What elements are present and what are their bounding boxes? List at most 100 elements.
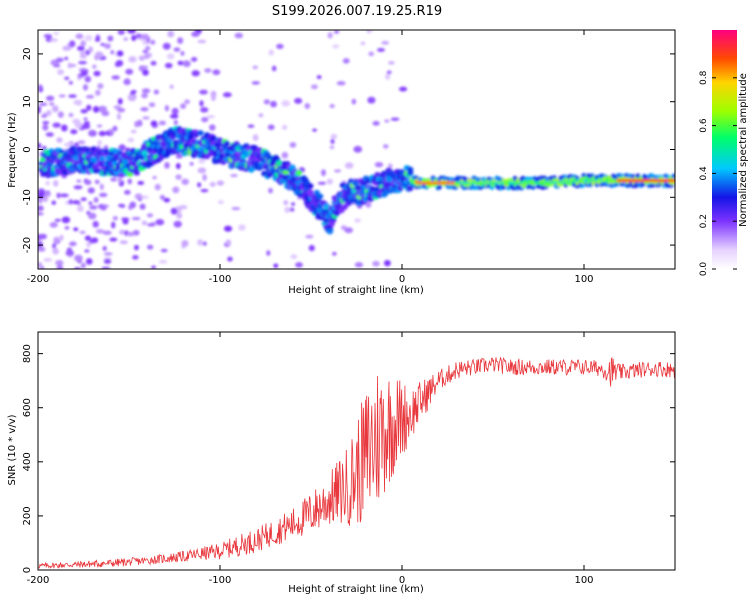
spectrogram-speckle [223, 225, 233, 232]
spectrogram-speckle [118, 203, 124, 208]
spectrogram-ytick-label: -10 [22, 189, 33, 205]
spectrogram-speckle [180, 51, 185, 56]
spectrogram-speckle [111, 75, 120, 80]
spectrogram-speckle [202, 174, 207, 181]
spectrogram-speckle [68, 80, 73, 85]
spectrogram-cell [72, 155, 80, 161]
spectrogram-speckle [184, 99, 191, 105]
spectrogram-speckle [321, 169, 326, 177]
spectrogram-speckle [38, 143, 42, 149]
spectrogram-speckle [38, 205, 44, 212]
spectrogram-speckle [150, 120, 158, 127]
spectrogram-speckle [100, 42, 106, 47]
spectrogram-speckle [52, 243, 57, 249]
spectrogram-speckle [38, 109, 41, 114]
spectrogram-speckle [316, 75, 322, 79]
spectrogram-speckle [38, 246, 46, 252]
spectrogram-speckle [142, 49, 149, 54]
spectrogram-speckle [88, 212, 97, 220]
spectrogram-speckle [85, 258, 93, 265]
spectrogram-speckle [145, 45, 151, 51]
spectrogram-cell [307, 183, 314, 189]
spectrogram-speckle [53, 179, 59, 187]
spectrogram-speckle [200, 189, 209, 193]
spectrogram-speckle [190, 57, 198, 62]
colorbar-gradient [712, 30, 737, 269]
spectrogram-speckle [181, 178, 190, 185]
spectrogram-speckle [69, 241, 77, 247]
spectrogram-speckle [56, 192, 61, 199]
spectrogram-speckle [354, 262, 364, 268]
spectrogram-speckle [85, 94, 95, 99]
spectrogram-speckle [368, 51, 375, 57]
snr-xtick-label: -100 [209, 575, 232, 586]
spectrogram-cell [635, 173, 641, 178]
spectrogram-speckle [150, 60, 157, 66]
spectrogram-speckle [189, 162, 194, 166]
spectrogram-speckle [117, 98, 123, 105]
spectrogram-speckle [142, 39, 147, 45]
spectrogram-speckle [79, 50, 87, 57]
snr-xtick-label: 100 [574, 575, 593, 586]
spectrogram-speckle [73, 227, 79, 232]
spectrogram-speckle [216, 180, 225, 186]
spectrogram-cell [58, 149, 65, 155]
spectrogram-speckle [251, 81, 261, 85]
spectrogram-speckle [330, 138, 335, 145]
spectrogram-speckle [127, 30, 137, 34]
spectrogram-speckle [128, 56, 137, 63]
spectrogram-speckle [367, 96, 376, 104]
spectrogram-speckle [138, 65, 145, 72]
spectrogram-speckle [176, 212, 183, 219]
spectrogram-speckle [38, 233, 43, 241]
spectrogram-speckle [212, 69, 221, 76]
spectrogram-speckle [84, 235, 92, 241]
spectrogram-speckle [290, 202, 296, 206]
spectrogram-speckle [197, 182, 202, 188]
spectrogram-speckle [94, 179, 100, 185]
spectrogram-speckle [92, 220, 99, 228]
spectrogram-speckle [38, 212, 44, 216]
spectrogram-ylabel: Frequency (Hz) [7, 112, 18, 188]
spectrogram-speckle [150, 39, 156, 45]
spectrogram-speckle [167, 30, 175, 38]
spectrogram-speckle [268, 187, 273, 194]
spectrogram-speckle [173, 47, 181, 52]
spectrogram-speckle [97, 140, 103, 145]
spectrogram-speckle [231, 207, 241, 211]
spectrogram-speckle [83, 117, 88, 121]
spectrogram-speckle [53, 31, 60, 35]
spectrogram-speckle [68, 199, 73, 205]
spectrogram-speckle [125, 68, 134, 75]
spectrogram-speckle [60, 124, 68, 132]
snr-ticks: -200 -100 0 100 0 200 400 600 800 [22, 332, 675, 586]
spectrogram-speckle [52, 247, 59, 255]
spectrogram-speckle [153, 89, 160, 95]
spectrogram-speckle [140, 107, 149, 112]
spectrogram-speckle [84, 179, 92, 186]
spectrogram-speckle [57, 111, 64, 118]
spectrogram-cell [437, 184, 443, 190]
spectrogram-speckle [97, 83, 104, 89]
spectrogram-speckle [141, 220, 148, 226]
spectrogram-cell [275, 160, 283, 166]
spectrogram-cell [406, 170, 414, 176]
spectrogram-speckle [64, 56, 69, 61]
snr-ylabel: SNR (10 * v/v) [7, 414, 18, 485]
spectrogram-xtick-label: -100 [209, 274, 232, 285]
spectrogram-speckle [169, 84, 174, 89]
spectrogram-speckle [49, 221, 58, 228]
spectrogram-speckle [72, 118, 81, 125]
spectrogram-speckle [96, 124, 103, 128]
spectrogram-speckle [53, 236, 60, 244]
spectrogram-cell [406, 185, 414, 192]
spectrogram-speckle [56, 264, 64, 269]
spectrogram-core [672, 179, 675, 182]
spectrogram-cell [76, 146, 83, 152]
spectrogram-speckle [99, 183, 104, 191]
spectrogram-xlabel: Height of straight line (km) [288, 285, 424, 296]
spectrogram-speckle [107, 35, 114, 42]
spectrogram-speckle [327, 32, 333, 39]
